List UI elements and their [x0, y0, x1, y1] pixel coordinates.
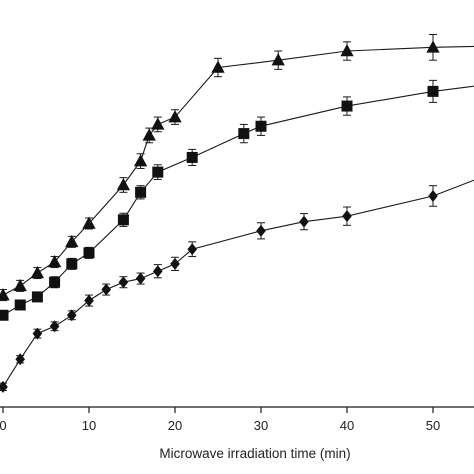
- x-ticks: 0102030405060: [0, 407, 440, 433]
- marker-diamond: [342, 210, 352, 223]
- x-axis-title: Microwave irradiation time (min): [159, 446, 350, 461]
- marker-triangle: [65, 234, 79, 248]
- plot-errors: [0, 33, 437, 391]
- marker-triangle: [340, 44, 354, 57]
- marker-square: [49, 276, 61, 288]
- marker-diamond: [153, 265, 163, 278]
- x-tick-label: 10: [82, 418, 96, 433]
- marker-square: [14, 299, 26, 311]
- marker-triangle: [82, 216, 96, 229]
- marker-diamond: [135, 272, 146, 285]
- marker-triangle: [142, 128, 156, 141]
- marker-triangle: [30, 266, 45, 279]
- marker-triangle: [151, 117, 165, 130]
- marker-square: [0, 309, 9, 321]
- marker-diamond: [187, 243, 197, 256]
- x-tick-label: 50: [426, 418, 440, 433]
- marker-triangle: [13, 278, 27, 292]
- marker-square: [186, 151, 198, 163]
- marker-diamond: [84, 294, 94, 307]
- marker-triangle: [271, 53, 285, 66]
- x-tick-label: 20: [168, 418, 182, 433]
- marker-diamond: [67, 309, 77, 322]
- series-line-square: [2, 85, 474, 316]
- marker-square: [255, 120, 267, 132]
- marker-square: [427, 85, 439, 97]
- marker-diamond: [0, 380, 8, 393]
- plot-lines: [2, 45, 474, 388]
- marker-square: [341, 100, 353, 112]
- x-tick-label: 40: [340, 418, 354, 433]
- marker-diamond: [256, 224, 266, 237]
- marker-diamond: [299, 215, 309, 228]
- marker-diamond: [428, 189, 438, 202]
- marker-triangle: [0, 288, 10, 301]
- series-line-triangle: [2, 45, 474, 296]
- marker-diamond: [15, 353, 25, 366]
- marker-triangle: [133, 154, 148, 167]
- marker-triangle: [47, 255, 62, 268]
- marker-square: [83, 247, 95, 259]
- x-tick-label: 0: [0, 418, 7, 433]
- marker-triangle: [168, 110, 182, 123]
- marker-diamond: [32, 327, 43, 340]
- marker-square: [152, 166, 164, 178]
- marker-triangle: [211, 60, 225, 73]
- marker-triangle: [426, 40, 440, 53]
- plot-markers: [0, 40, 440, 393]
- marker-square: [117, 214, 129, 226]
- marker-square: [238, 128, 250, 140]
- x-tick-label: 30: [254, 418, 268, 433]
- marker-diamond: [101, 283, 111, 296]
- marker-square: [31, 291, 43, 303]
- marker-diamond: [49, 320, 60, 333]
- marker-triangle: [116, 177, 131, 191]
- marker-square: [66, 258, 78, 270]
- series-line-diamond: [2, 179, 474, 388]
- marker-diamond: [170, 257, 180, 270]
- marker-diamond: [118, 276, 129, 289]
- marker-square: [135, 186, 147, 198]
